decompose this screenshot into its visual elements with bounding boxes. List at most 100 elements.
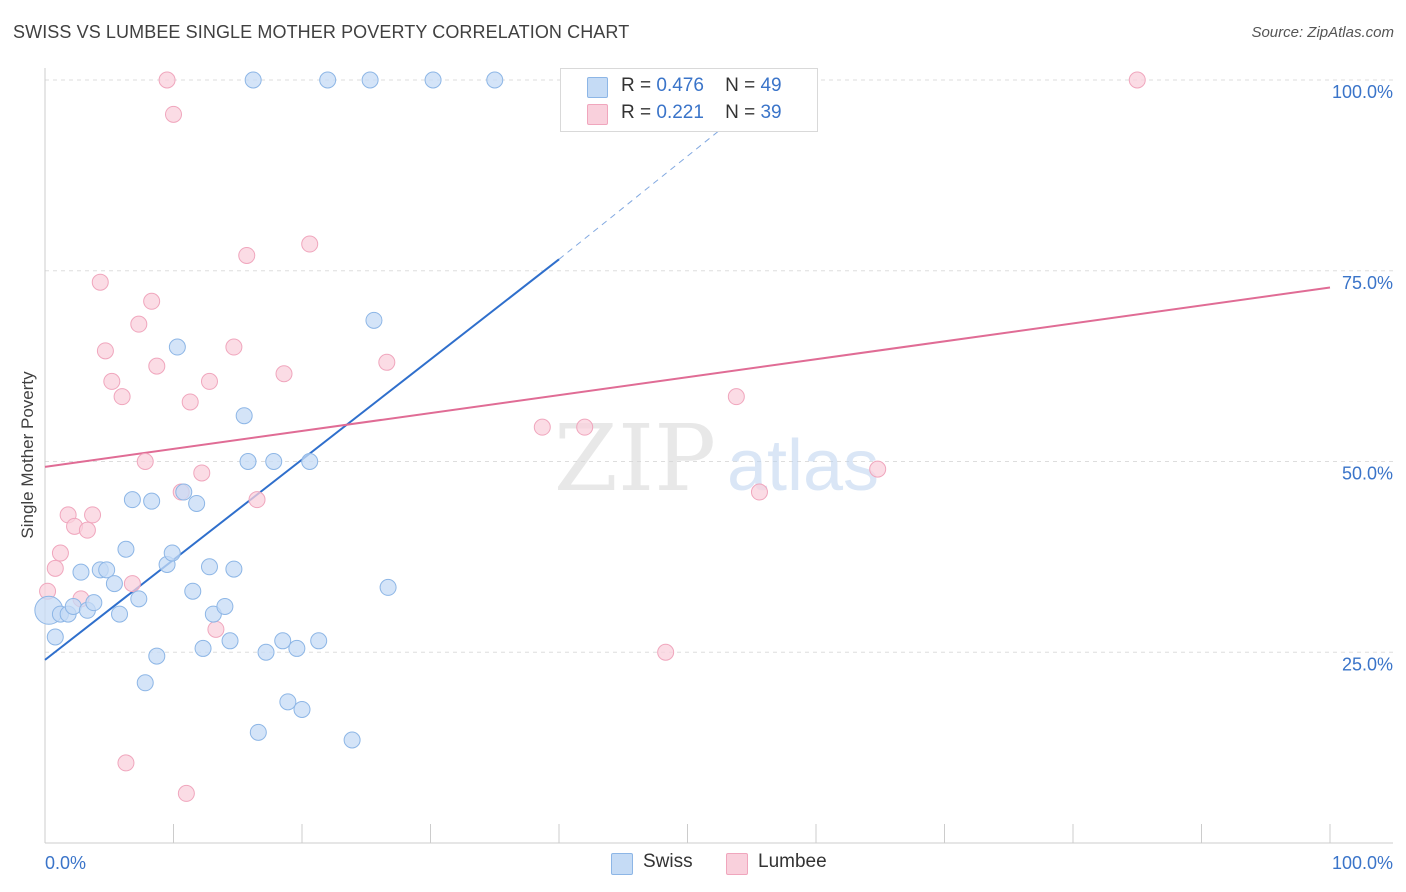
swiss-point-40 bbox=[301, 453, 319, 470]
swiss-point-34 bbox=[257, 643, 275, 661]
lumbee-point-21 bbox=[177, 784, 195, 802]
lumbee-point-34 bbox=[657, 643, 675, 661]
swiss-point-39 bbox=[293, 700, 311, 718]
swiss-swatch bbox=[587, 77, 608, 98]
lumbee-point-15 bbox=[136, 453, 154, 470]
n-label: N = bbox=[725, 102, 756, 123]
lumbee-point-10 bbox=[103, 372, 121, 390]
legend-text-swiss: R = 0.476 N = 49 bbox=[621, 75, 782, 97]
swiss-point-10 bbox=[105, 575, 123, 593]
lumbee-point-11 bbox=[113, 388, 131, 406]
swiss-legend-label: Swiss bbox=[643, 851, 693, 872]
swiss-point-21 bbox=[175, 483, 193, 501]
lumbee-point-33 bbox=[576, 418, 594, 436]
watermark: ZIP atlas bbox=[554, 405, 879, 512]
lumbee-point-7 bbox=[84, 506, 102, 524]
grid-lines bbox=[45, 79, 1393, 653]
lumbee-point-24 bbox=[200, 372, 218, 390]
lumbee-point-9 bbox=[96, 342, 114, 360]
lumbee-point-27 bbox=[238, 246, 256, 264]
swiss-point-28 bbox=[221, 632, 239, 650]
swiss-point-7 bbox=[85, 594, 103, 612]
n-value-swiss: 49 bbox=[760, 75, 782, 96]
swiss-point-13 bbox=[123, 491, 141, 509]
lumbee-point-26 bbox=[225, 338, 243, 356]
y-tick-label-75: 75.0% bbox=[1342, 273, 1393, 293]
lumbee-point-2 bbox=[51, 544, 69, 562]
lumbee-point-32 bbox=[533, 418, 551, 436]
r-value-lumbee: 0.221 bbox=[656, 102, 704, 123]
x-tick-label-left: 0.0% bbox=[45, 853, 86, 873]
lumbee-point-16 bbox=[143, 292, 161, 310]
swiss-point-4 bbox=[64, 597, 82, 615]
legend-text-lumbee: R = 0.221 N = 39 bbox=[621, 102, 782, 124]
lumbee-point-38 bbox=[1128, 71, 1146, 89]
lumbee-point-18 bbox=[158, 71, 176, 89]
swiss-point-17 bbox=[148, 647, 166, 665]
lumbee-point-29 bbox=[275, 365, 293, 383]
lumbee-point-28 bbox=[248, 491, 266, 509]
swiss-point-33 bbox=[249, 723, 267, 741]
swiss-point-16 bbox=[143, 492, 161, 510]
correlation-legend: R = 0.476 N = 49 R = 0.221 N = 39 bbox=[560, 68, 818, 132]
swiss-point-11 bbox=[111, 605, 129, 623]
y-tick-labels: 25.0% 50.0% 75.0% 100.0% bbox=[1332, 82, 1393, 674]
swiss-point-14 bbox=[130, 590, 148, 608]
lumbee-point-12 bbox=[117, 754, 135, 772]
lumbee-point-6 bbox=[78, 521, 96, 539]
watermark-atlas: atlas bbox=[727, 426, 879, 506]
lumbee-point-31 bbox=[378, 353, 396, 371]
lumbee-legend-label: Lumbee bbox=[758, 851, 827, 872]
lumbee-point-17 bbox=[148, 357, 166, 375]
chart-title: SWISS VS LUMBEE SINGLE MOTHER POVERTY CO… bbox=[13, 22, 630, 42]
lumbee-point-25 bbox=[207, 620, 225, 638]
lumbee-swatch bbox=[587, 104, 608, 125]
swiss-point-45 bbox=[365, 311, 383, 329]
n-label: N = bbox=[725, 75, 756, 96]
lumbee-point-36 bbox=[750, 483, 768, 501]
swiss-legend-swatch bbox=[611, 853, 633, 875]
swiss-point-1 bbox=[46, 628, 64, 646]
swiss-point-36 bbox=[274, 632, 292, 650]
r-label: R = bbox=[621, 75, 652, 96]
swiss-point-23 bbox=[188, 494, 206, 512]
lumbee-point-23 bbox=[193, 464, 211, 482]
swiss-point-12 bbox=[117, 540, 135, 558]
swiss-point-46 bbox=[379, 578, 397, 596]
n-value-lumbee: 39 bbox=[760, 102, 782, 123]
swiss-point-22 bbox=[184, 582, 202, 600]
swiss-point-19 bbox=[163, 544, 181, 562]
r-value-swiss: 0.476 bbox=[656, 75, 704, 96]
lumbee-point-14 bbox=[130, 315, 148, 333]
swiss-point-42 bbox=[319, 71, 337, 89]
source-label: Source: ZipAtlas.com bbox=[1251, 24, 1394, 41]
lumbee-point-8 bbox=[91, 273, 109, 291]
swiss-point-29 bbox=[225, 560, 243, 578]
swiss-point-25 bbox=[200, 558, 218, 576]
lumbee-point-35 bbox=[727, 388, 745, 406]
swiss-point-47 bbox=[424, 71, 442, 89]
lumbee-trend-line bbox=[44, 286, 1331, 468]
swiss-point-48 bbox=[486, 71, 504, 89]
data-points bbox=[34, 71, 1146, 802]
swiss-point-32 bbox=[244, 71, 262, 89]
lumbee-point-13 bbox=[123, 575, 141, 593]
y-tick-label-25: 25.0% bbox=[1342, 654, 1393, 674]
y-tick-label-100: 100.0% bbox=[1332, 82, 1393, 102]
lumbee-point-1 bbox=[46, 559, 64, 577]
swiss-point-44 bbox=[361, 71, 379, 89]
lumbee-point-30 bbox=[301, 235, 319, 253]
swiss-point-38 bbox=[288, 639, 306, 657]
swiss-point-5 bbox=[72, 563, 90, 581]
swiss-point-30 bbox=[235, 407, 253, 425]
swiss-point-43 bbox=[343, 731, 361, 749]
swiss-point-24 bbox=[194, 639, 212, 657]
watermark-zip: ZIP bbox=[554, 405, 716, 512]
swiss-point-15 bbox=[136, 674, 154, 692]
swiss-point-27 bbox=[216, 597, 234, 615]
lumbee-legend-swatch bbox=[726, 853, 748, 875]
swiss-point-31 bbox=[239, 453, 257, 470]
swiss-point-9 bbox=[98, 561, 116, 579]
swiss-point-37 bbox=[279, 693, 297, 711]
r-label: R = bbox=[621, 102, 652, 123]
